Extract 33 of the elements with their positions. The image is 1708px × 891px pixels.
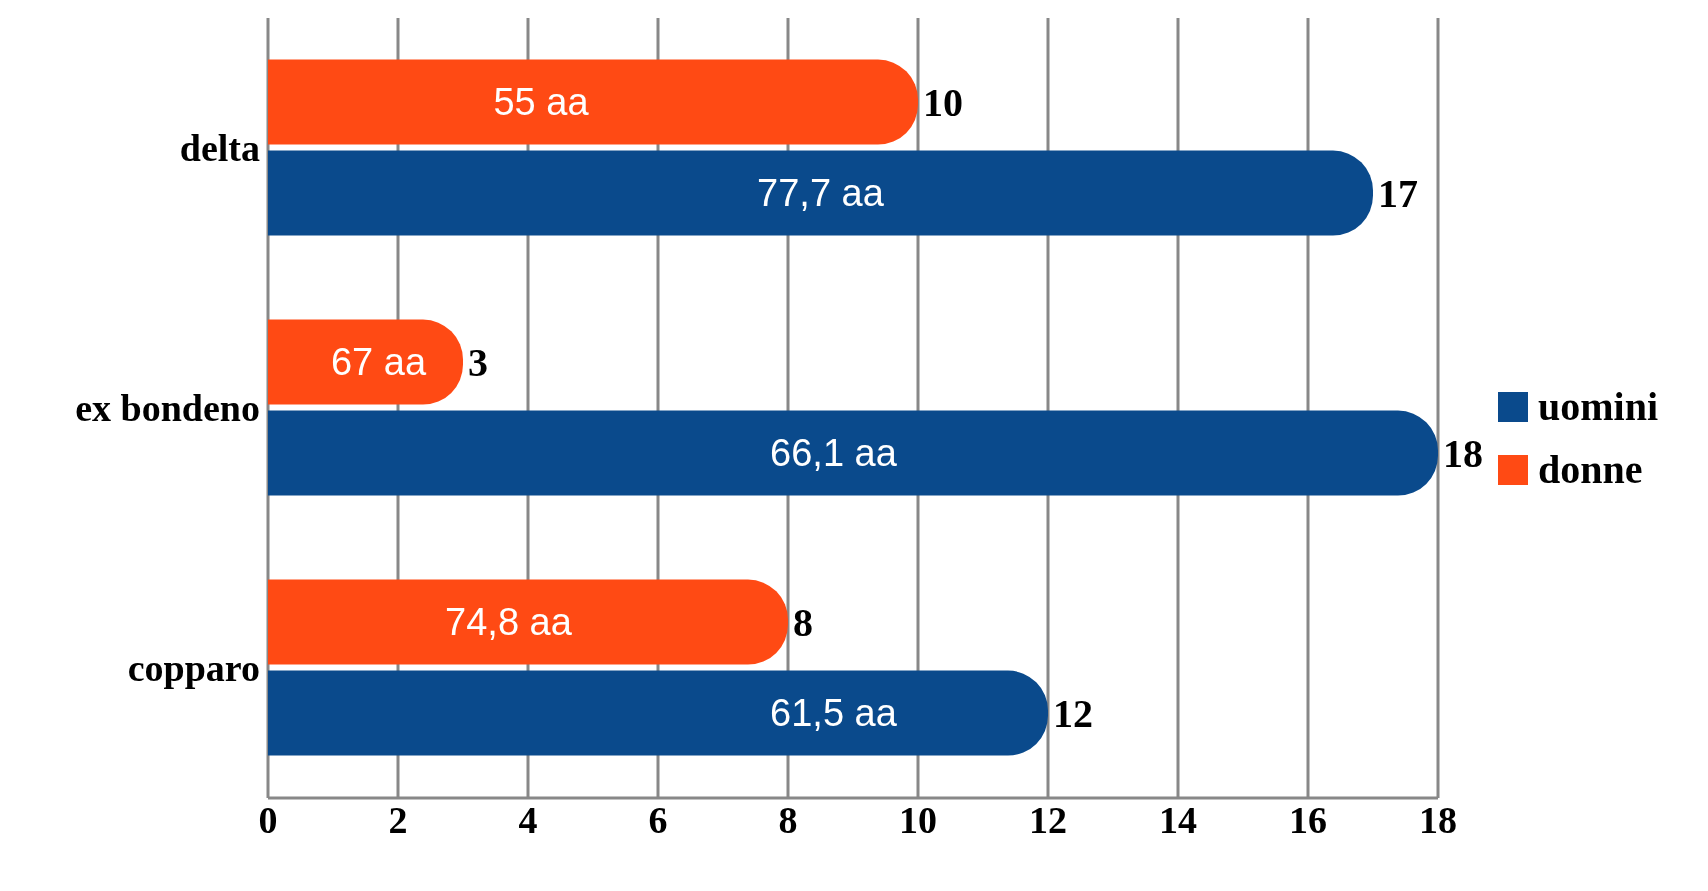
- bar: [268, 579, 788, 665]
- x-tick-label: 4: [518, 798, 538, 841]
- legend-label: uomini: [1538, 383, 1659, 430]
- bar: [268, 319, 463, 405]
- x-tick-label: 18: [1419, 798, 1457, 841]
- x-tick-label: 16: [1289, 798, 1327, 841]
- annotation: 67 aa: [330, 341, 427, 384]
- x-tick-label: 0: [258, 798, 278, 841]
- data-label: 3: [468, 340, 488, 386]
- y-tick-label: copparo: [127, 647, 260, 690]
- data-label: 12: [1053, 691, 1093, 737]
- y-tick-label: delta: [179, 127, 260, 170]
- data-label: 18: [1443, 431, 1483, 477]
- y-tick-label: ex bondeno: [75, 387, 260, 430]
- x-tick-label: 14: [1159, 798, 1197, 841]
- annotation: 55 aa: [493, 81, 590, 124]
- annotation: 66,1 aa: [770, 432, 898, 475]
- bar: [268, 59, 918, 145]
- annotation: 77,7 aa: [757, 172, 885, 215]
- x-tick-label: 10: [899, 798, 937, 841]
- data-label: 8: [793, 600, 813, 646]
- bar: [268, 410, 1438, 496]
- bar: [268, 670, 1048, 756]
- data-label: 10: [923, 80, 963, 126]
- bar: [268, 150, 1373, 236]
- annotation: 61,5 aa: [770, 692, 898, 735]
- data-label: 17: [1378, 171, 1418, 217]
- legend-label: donne: [1538, 446, 1643, 493]
- x-tick-label: 8: [778, 798, 798, 841]
- x-tick-label: 6: [648, 798, 668, 841]
- annotation: 74,8 aa: [445, 601, 573, 644]
- x-tick-label: 2: [388, 798, 408, 841]
- x-tick-label: 12: [1029, 798, 1067, 841]
